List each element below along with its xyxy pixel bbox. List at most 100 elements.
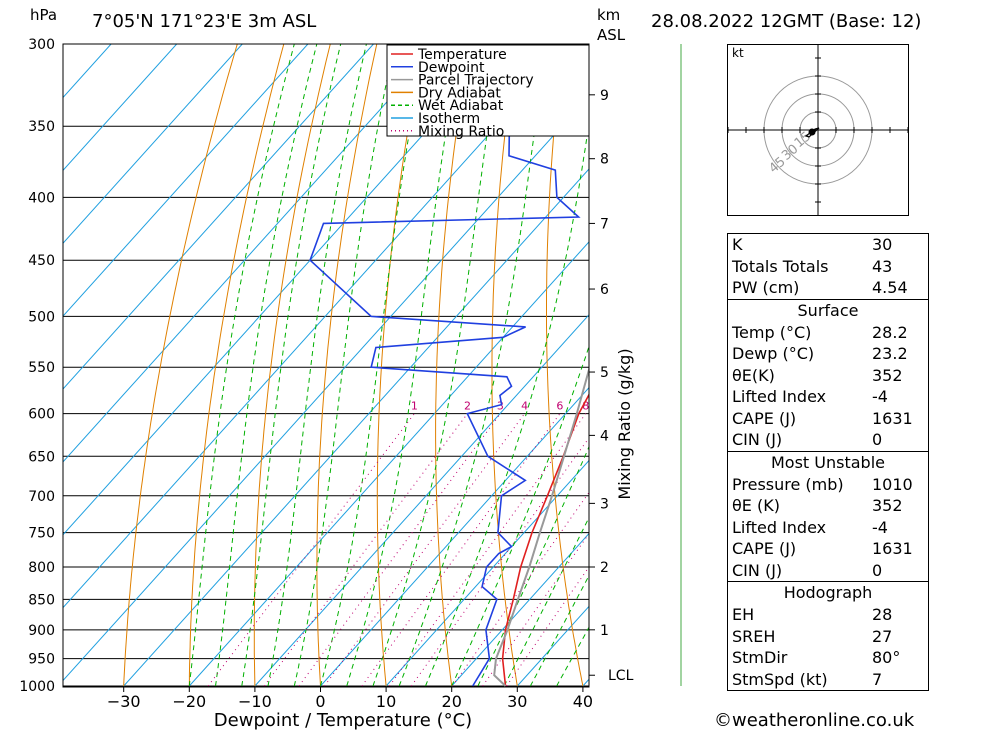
most-unstable-value: 0 (872, 560, 883, 580)
km-tick-label: 4 (600, 428, 609, 444)
dry-adiabat-line (188, 44, 285, 687)
km-tick-label: 3 (600, 496, 609, 512)
mixing-ratio-label: 15 (638, 400, 652, 413)
mixing-ratio-line (263, 413, 468, 687)
pressure-tick-label: 600 (28, 407, 55, 423)
most-unstable-row: Pressure (mb) 1010 (728, 474, 928, 496)
isotherm-line (63, 44, 440, 463)
legend-label: Isotherm (418, 111, 480, 127)
isotherm-line (63, 44, 178, 172)
isotherm-line (188, 241, 589, 687)
most-unstable-value: -4 (872, 517, 888, 537)
asl-label: ASL (597, 26, 626, 44)
legend-label: Mixing Ratio (418, 124, 504, 140)
mixing-ratio-line (482, 532, 589, 687)
most-unstable-row: Lifted Index -4 (728, 517, 928, 539)
km-tick-label: 6 (600, 282, 609, 298)
site-name: weatheronline.co.uk (732, 710, 915, 731)
isotherm-line (63, 44, 571, 609)
index-row: PW (cm) 4.54 (728, 277, 928, 299)
index-label: PW (cm) (732, 278, 800, 297)
surface-label: Lifted Index (732, 387, 827, 406)
surface-section-title: Surface (728, 298, 928, 322)
isotherm-line (63, 44, 374, 390)
pressure-tick-label: 750 (28, 526, 55, 542)
wet-adiabat-line (477, 445, 589, 687)
wet-adiabat-line (346, 44, 462, 687)
hodograph-stat-label: StmSpd (kt) (732, 669, 828, 689)
legend-label: Wet Adiabat (418, 98, 504, 114)
index-label: K (732, 235, 743, 254)
km-unit-label: km (597, 6, 621, 24)
isotherm-line (63, 44, 506, 536)
sounding-indices-table: K 30 Totals Totals 43 PW (cm) 4.54 Surface Te… (727, 233, 929, 691)
pressure-tick-label: 700 (28, 489, 55, 505)
mixing-ratio-line (361, 413, 561, 687)
dry-adiabat-line (651, 44, 715, 686)
most-unstable-value: 1010 (872, 474, 913, 494)
surface-label: Temp (°C) (732, 322, 812, 342)
dry-adiabat-line (491, 44, 518, 687)
mixing-ratio-label: 4 (521, 400, 528, 413)
pressure-tick-label: 450 (28, 253, 55, 269)
copyright-symbol: © (714, 710, 732, 731)
isotherm-line (63, 44, 112, 99)
surface-row: Dewp (°C) 23.2 (728, 343, 928, 365)
mixing-ratio-label: 3 (497, 400, 504, 413)
surface-value: 23.2 (872, 344, 908, 363)
dry-adiabat-line (981, 44, 1000, 686)
location-title: 7°05'N 171°23'E 3m ASL (92, 11, 317, 32)
legend-label: Dry Adiabat (418, 85, 501, 101)
mixing-ratio-line (207, 413, 415, 687)
pressure-tick-label: 850 (28, 592, 55, 608)
surface-row: Lifted Index -4 (728, 386, 928, 408)
isotherm-line (320, 386, 589, 687)
wet-adiabat-line (320, 44, 427, 687)
dry-adiabat-line (435, 44, 471, 687)
surface-label: Dewp (°C) (732, 344, 815, 363)
surface-row: θE(K) 352 (728, 365, 928, 387)
site-credit: ©weatheronline.co.uk (714, 710, 914, 731)
wet-adiabat-line (241, 44, 342, 687)
pressure-tick-label: 950 (28, 652, 55, 668)
wet-adiabat-line (503, 516, 589, 687)
most-unstable-value: 1631 (872, 539, 913, 558)
most-unstable-label: Lifted Index (732, 517, 827, 537)
x-tick-label: −20 (172, 692, 206, 711)
pressure-tick-label: 1000 (19, 679, 55, 695)
index-value: 30 (872, 235, 893, 254)
dry-adiabat-line (546, 44, 584, 687)
pressure-tick-label: 550 (28, 360, 55, 376)
km-tick-label: 1 (600, 623, 609, 639)
hodograph-stat-row: SREH 27 (728, 626, 928, 648)
isotherm-line (254, 314, 589, 687)
mixing-ratio-label: 6 (556, 400, 563, 413)
isotherm-line (63, 44, 243, 244)
dry-adiabat-line (376, 44, 424, 687)
most-unstable-value: 352 (872, 496, 903, 515)
isotherm-line (385, 459, 589, 687)
dry-adiabat-line (253, 44, 331, 687)
mixing-ratio-line (452, 491, 589, 687)
most-unstable-label: CIN (J) (732, 560, 783, 580)
km-tick-label: 7 (600, 216, 609, 232)
lcl-label: LCL (608, 668, 634, 684)
mixing-ratio-axis-title: Mixing Ratio (g/kg) (615, 348, 634, 499)
mixing-ratio-label: 1 (411, 400, 418, 413)
legend-label: Temperature (417, 47, 507, 63)
surface-label: CIN (J) (732, 430, 783, 449)
km-tick-label: 9 (600, 88, 609, 104)
mixing-ratio-label: 25 (689, 400, 703, 413)
legend-label: Dewpoint (418, 60, 485, 76)
wet-adiabat-line (188, 44, 295, 687)
pressure-tick-label: 500 (28, 309, 55, 325)
km-tick-label: 2 (600, 560, 609, 576)
legend-label: Parcel Trajectory (418, 73, 534, 89)
mixing-ratio-line (389, 413, 587, 687)
most-unstable-row: θE (K) 352 (728, 495, 928, 517)
wet-adiabat-line (425, 119, 589, 687)
mixing-ratio-line (410, 437, 589, 687)
wet-adiabat-line (215, 44, 318, 687)
